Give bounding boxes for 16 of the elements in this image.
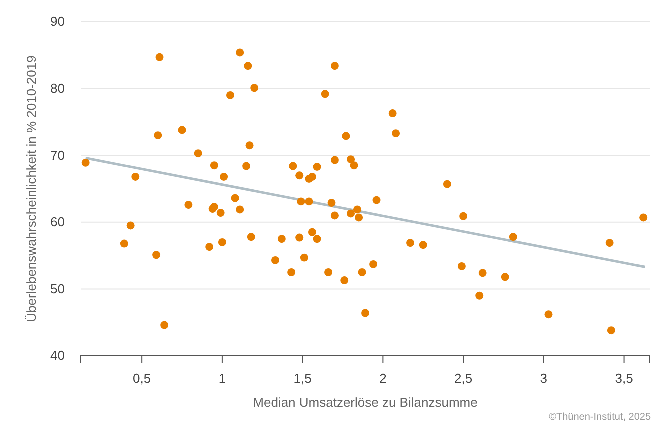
x-tick-label: 2,5 bbox=[454, 370, 473, 386]
x-axis-title: Median Umsatzerlöse zu Bilanzsumme bbox=[253, 395, 478, 410]
text: ©Thünen-Institut, 2025 bbox=[549, 412, 652, 421]
y-tick-label: 90 bbox=[50, 14, 65, 30]
x-tick-label: 1 bbox=[218, 370, 226, 386]
y-tick-label: 60 bbox=[50, 214, 65, 230]
y-tick-label: 40 bbox=[50, 348, 65, 364]
x-tick-label: 0,5 bbox=[133, 370, 152, 386]
y-tick-label: 50 bbox=[50, 281, 65, 296]
y-axis-title: Überlebenswahrscheinlichkeit in % 2010-2019 bbox=[24, 56, 39, 322]
x-tick-label: 2 bbox=[380, 370, 387, 386]
x-tick-label: 3 bbox=[540, 370, 548, 386]
y-tick-label: 70 bbox=[50, 148, 65, 163]
x-tick-label: 3,5 bbox=[615, 370, 634, 386]
y-tick-label: 80 bbox=[50, 80, 65, 96]
x-tick-label: 1,5 bbox=[294, 370, 312, 386]
